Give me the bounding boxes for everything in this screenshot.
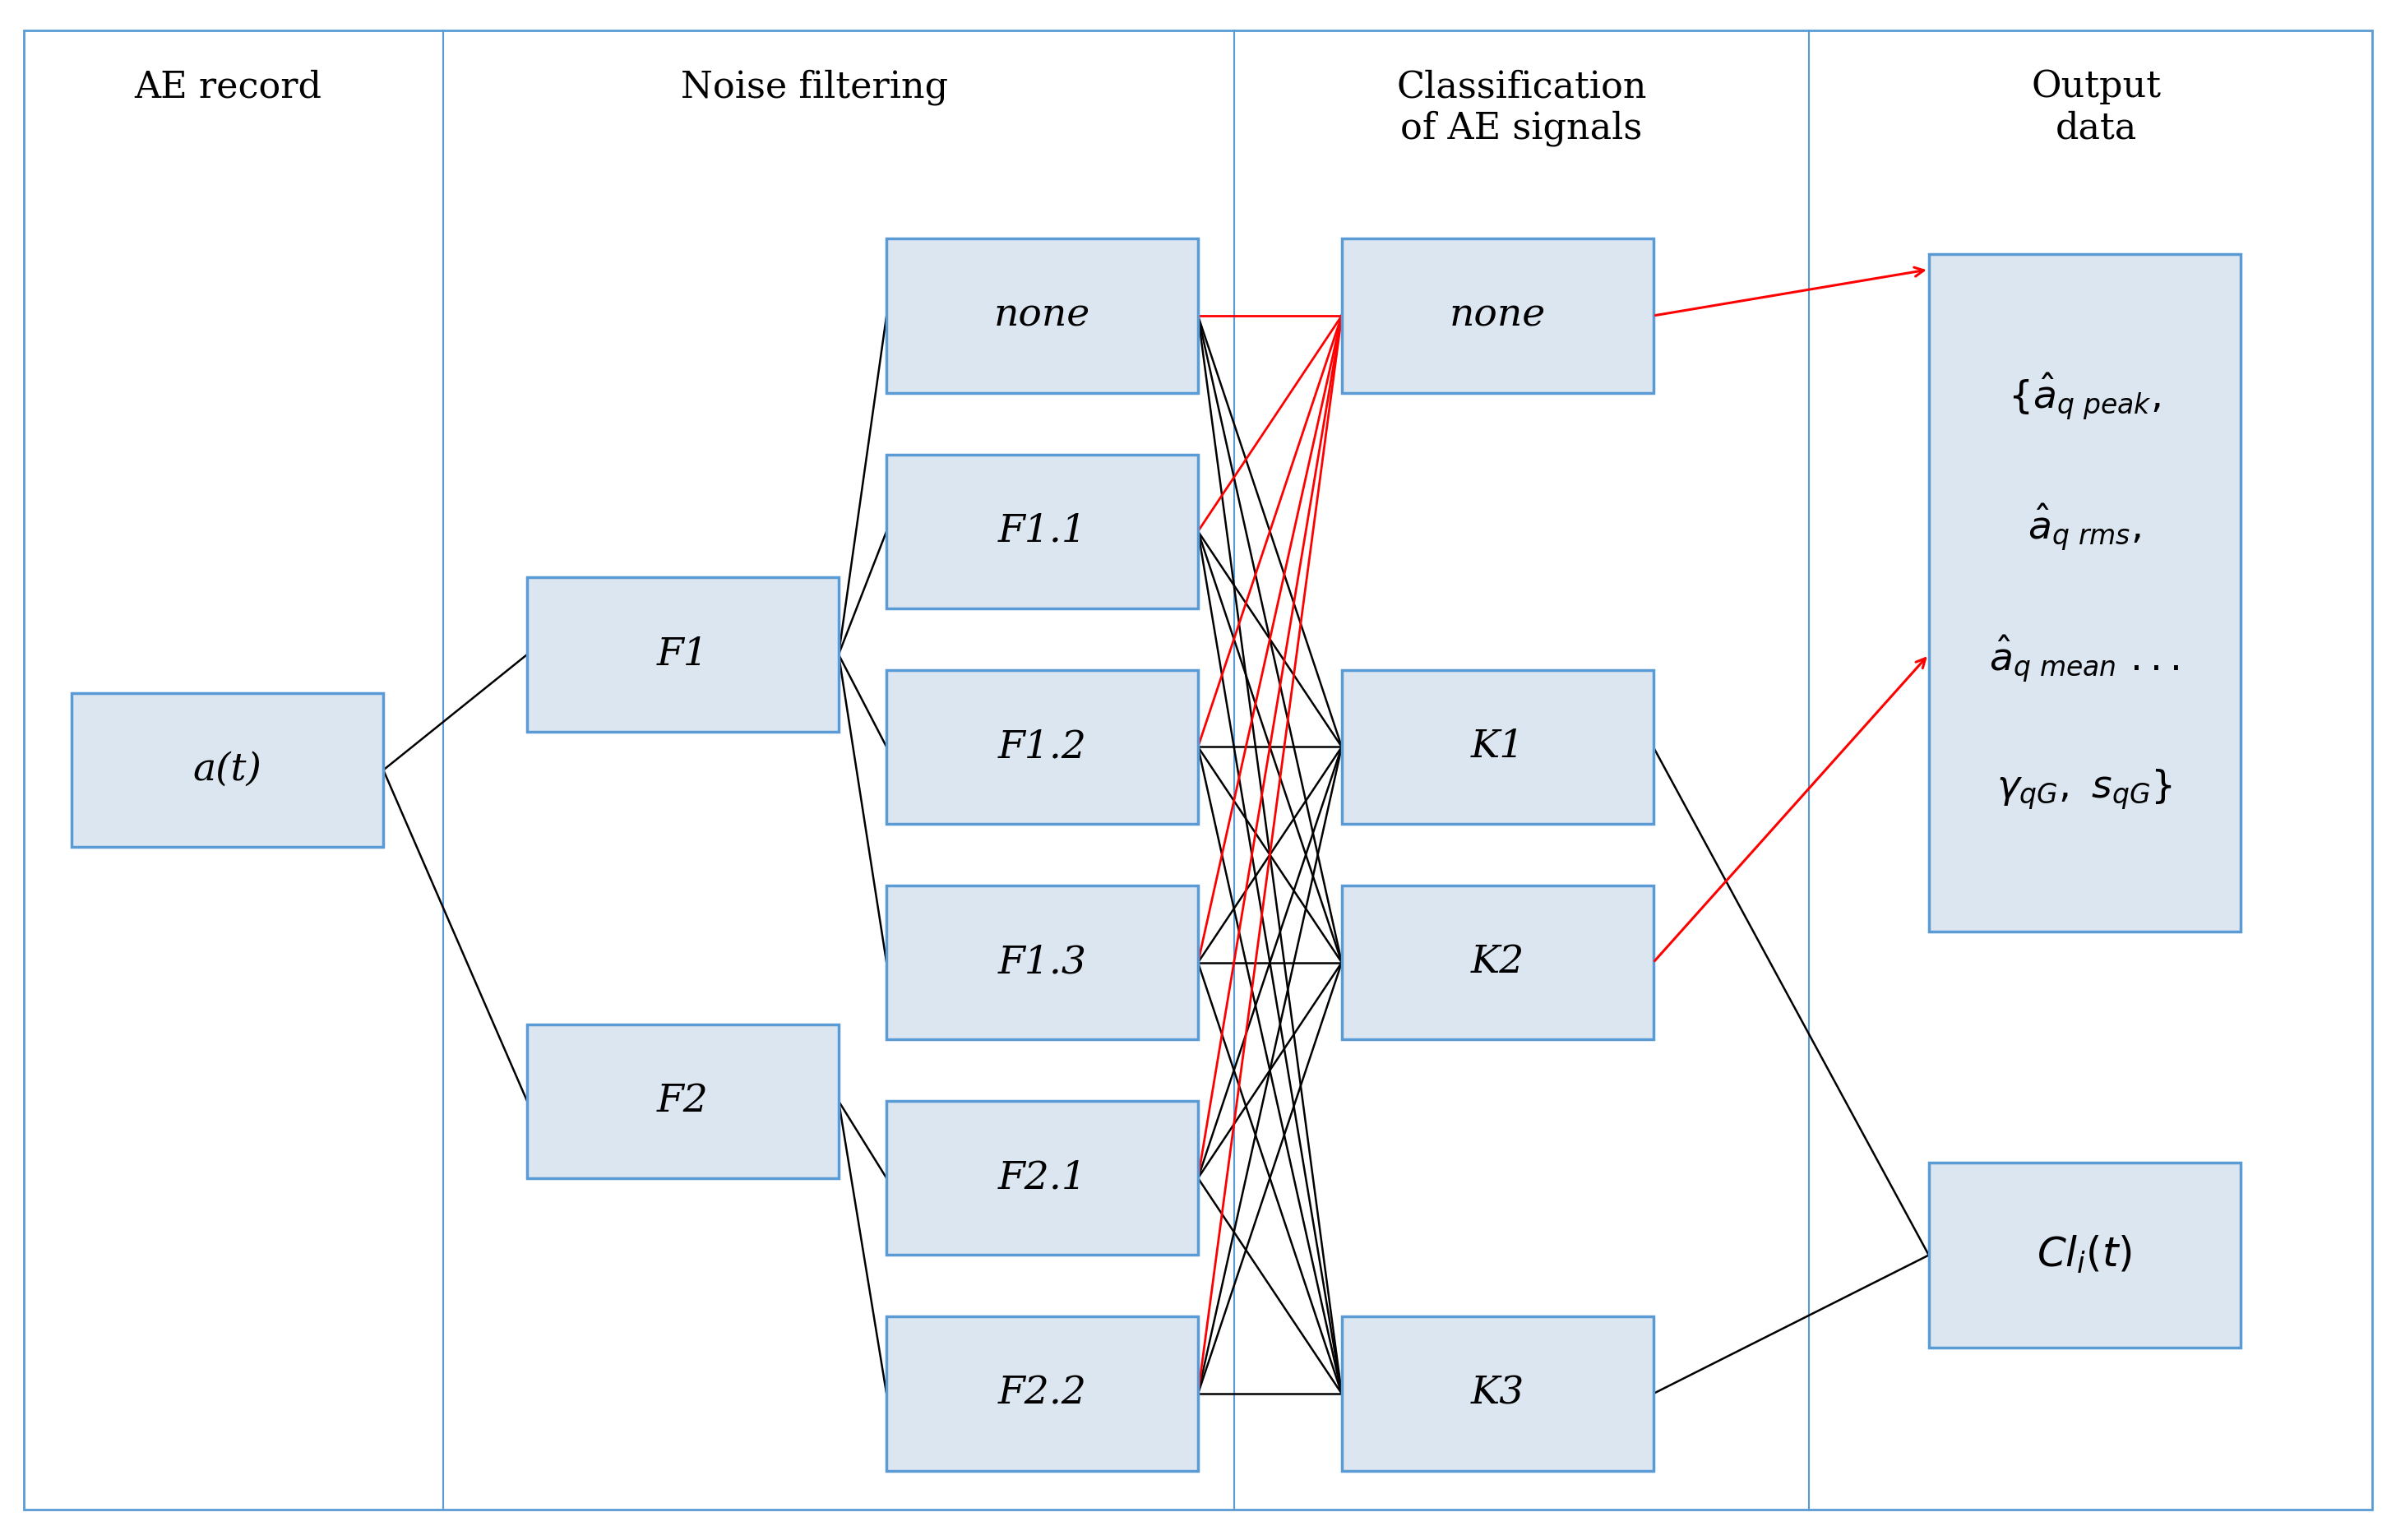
FancyBboxPatch shape <box>1929 254 2240 932</box>
FancyBboxPatch shape <box>1342 239 1653 393</box>
FancyBboxPatch shape <box>527 1024 839 1178</box>
FancyBboxPatch shape <box>887 886 1198 1040</box>
FancyBboxPatch shape <box>527 578 839 732</box>
FancyBboxPatch shape <box>1342 886 1653 1040</box>
Text: AE record: AE record <box>134 69 321 105</box>
Text: $\hat{a}_{q\ rms},$: $\hat{a}_{q\ rms},$ <box>2027 502 2142 553</box>
Text: F1: F1 <box>657 636 709 673</box>
Text: Classification
of AE signals: Classification of AE signals <box>1397 69 1646 146</box>
Text: F2.2: F2.2 <box>997 1375 1088 1412</box>
Text: K2: K2 <box>1471 944 1524 981</box>
Text: Noise filtering: Noise filtering <box>680 69 949 105</box>
FancyBboxPatch shape <box>887 1317 1198 1471</box>
FancyBboxPatch shape <box>24 31 2372 1509</box>
Text: none: none <box>1450 297 1545 334</box>
Text: F1.2: F1.2 <box>997 728 1088 765</box>
Text: $\gamma_{qG},\ s_{qG}\}$: $\gamma_{qG},\ s_{qG}\}$ <box>1996 767 2173 812</box>
FancyBboxPatch shape <box>887 239 1198 393</box>
Text: F2.1: F2.1 <box>997 1160 1088 1197</box>
Text: F2: F2 <box>657 1083 709 1120</box>
FancyBboxPatch shape <box>1342 670 1653 824</box>
Text: $\hat{a}_{q\ mean}\ ...$: $\hat{a}_{q\ mean}\ ...$ <box>1989 633 2180 684</box>
Text: none: none <box>994 297 1090 334</box>
FancyBboxPatch shape <box>887 1101 1198 1255</box>
FancyBboxPatch shape <box>887 454 1198 608</box>
Text: $Cl_i(t)$: $Cl_i(t)$ <box>2037 1235 2132 1275</box>
Text: F1.3: F1.3 <box>997 944 1088 981</box>
FancyBboxPatch shape <box>887 670 1198 824</box>
FancyBboxPatch shape <box>1342 1317 1653 1471</box>
Text: K3: K3 <box>1471 1375 1524 1412</box>
Text: F1.1: F1.1 <box>997 513 1088 550</box>
FancyBboxPatch shape <box>72 693 383 847</box>
Text: a(t): a(t) <box>194 752 261 788</box>
FancyBboxPatch shape <box>1929 1163 2240 1348</box>
Text: Output
data: Output data <box>2032 69 2161 146</box>
Text: $\{\hat{a}_{q\ peak},$: $\{\hat{a}_{q\ peak},$ <box>2008 371 2161 422</box>
Text: K1: K1 <box>1471 728 1524 765</box>
